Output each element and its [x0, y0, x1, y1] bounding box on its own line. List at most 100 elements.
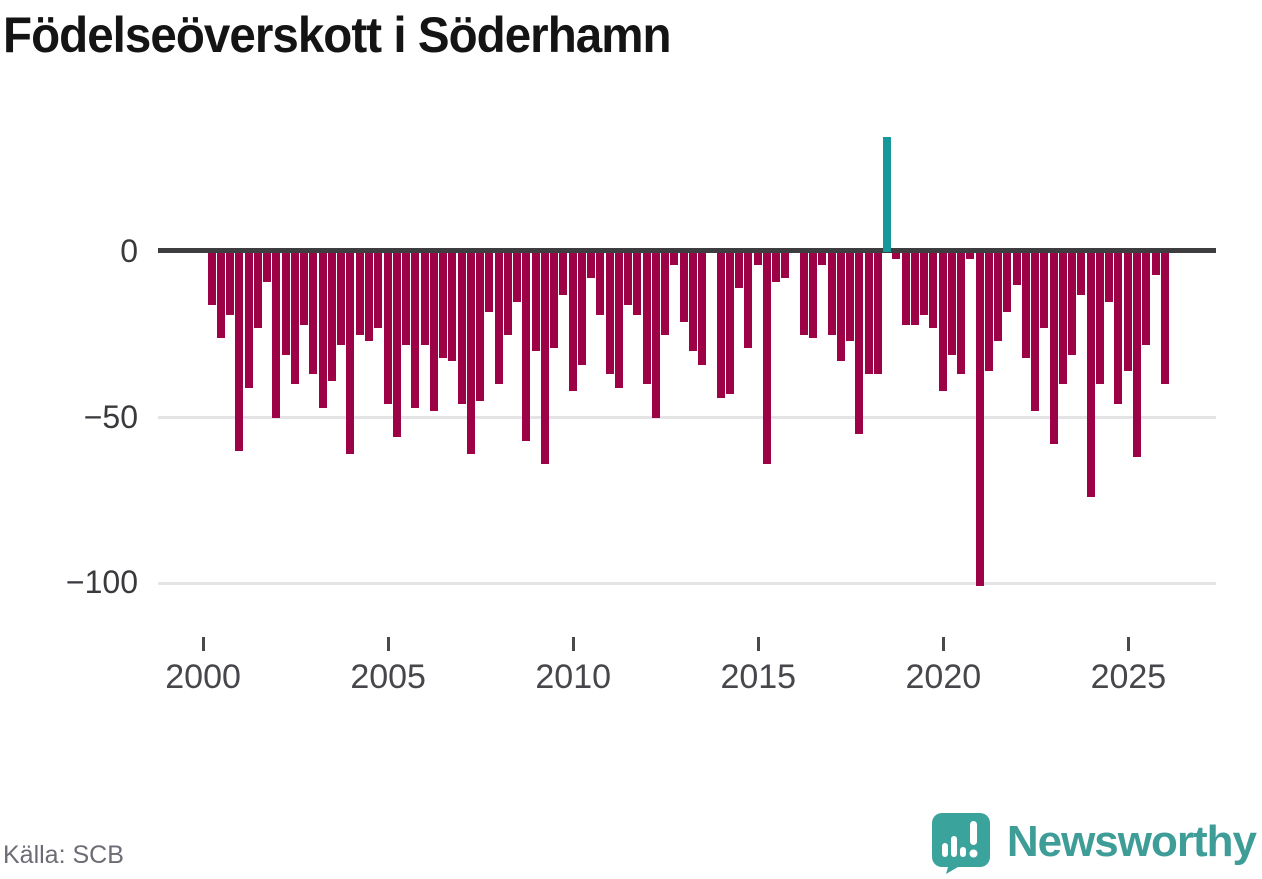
bar-2018Q2 [883, 137, 892, 252]
bar-2015Q2 [772, 250, 781, 282]
bar-2023Q4 [1086, 250, 1095, 497]
bar-2010Q1 [577, 250, 586, 365]
bar-2015Q3 [781, 250, 790, 279]
x-axis-tick-2025 [1126, 637, 1130, 651]
bar-2001Q4 [272, 250, 281, 418]
bar-2019Q4 [938, 250, 947, 392]
bar-2005Q2 [402, 250, 410, 345]
bar-2006Q3 [448, 250, 457, 362]
bar-2012Q3 [670, 250, 679, 266]
bar-2000Q1 [207, 250, 216, 305]
bar-2004Q1 [355, 250, 364, 335]
bar-2015Q1 [762, 250, 771, 464]
bar-2024Q4 [1123, 250, 1132, 372]
bar-2004Q2 [365, 250, 373, 342]
bar-2018Q4 [901, 250, 910, 325]
x-axis-tick-2000 [201, 637, 205, 651]
bar-2008Q3 [522, 250, 531, 441]
zero-axis-line [158, 248, 1216, 253]
bar-2006Q4 [457, 250, 466, 405]
bar-2005Q4 [420, 250, 429, 345]
bar-2011Q3 [633, 250, 642, 315]
bar-2007Q4 [494, 250, 503, 385]
x-axis-label-2020: 2020 [905, 658, 982, 696]
bar-2003Q3 [337, 250, 346, 345]
bar-2007Q3 [485, 250, 494, 312]
x-axis-tick-2015 [756, 637, 760, 651]
x-axis-label-2010: 2010 [535, 658, 612, 696]
bar-2009Q4 [568, 250, 577, 392]
bar-2018Q3 [892, 250, 901, 259]
x-axis-tick-2005 [386, 637, 390, 651]
newsworthy-chart-bubble-icon [931, 813, 990, 874]
bar-2017Q2 [846, 250, 855, 342]
bar-2014Q4 [753, 250, 762, 266]
bar-2020Q1 [947, 250, 956, 355]
bar-2001Q2 [253, 250, 262, 329]
bar-2004Q4 [383, 250, 392, 405]
bar-2005Q3 [411, 250, 420, 408]
bar-2002Q1 [281, 250, 290, 355]
bar-2014Q3 [744, 250, 753, 348]
bar-2002Q3 [300, 250, 309, 325]
bar-2021Q3 [1003, 250, 1012, 312]
bar-2016Q4 [827, 250, 836, 335]
y-axis-label: −100 [65, 564, 138, 600]
bar-2013Q4 [716, 250, 725, 398]
bar-2025Q3 [1151, 250, 1160, 276]
bar-2020Q2 [957, 250, 966, 375]
bar-2009Q3 [559, 250, 568, 296]
y-axis-label: −50 [83, 398, 138, 435]
bar-2017Q1 [836, 250, 845, 362]
bar-2007Q2 [476, 250, 485, 401]
bar-2025Q2 [1142, 250, 1151, 345]
gridline-y-100 [158, 581, 1216, 585]
bar-2024Q1 [1095, 250, 1104, 385]
bar-2001Q1 [244, 250, 253, 388]
bar-2009Q2 [550, 250, 559, 348]
bar-2024Q2 [1105, 250, 1114, 302]
bar-2005Q1 [392, 250, 401, 438]
bar-2011Q1 [614, 250, 623, 388]
x-axis-label-2000: 2000 [165, 658, 241, 696]
y-axis-label: 0 [120, 233, 138, 269]
bar-2000Q3 [226, 250, 235, 315]
bar-2022Q2 [1031, 250, 1040, 411]
bar-2007Q1 [466, 250, 475, 454]
bar-2003Q4 [346, 250, 355, 454]
bar-2003Q1 [318, 250, 327, 408]
bar-2006Q2 [439, 250, 448, 358]
bar-2002Q2 [290, 250, 299, 385]
bar-2013Q1 [688, 250, 697, 352]
bar-2020Q4 [975, 250, 984, 587]
bar-2012Q4 [679, 250, 688, 322]
bar-2002Q4 [309, 250, 318, 375]
bar-2008Q2 [513, 250, 522, 302]
bar-2010Q2 [587, 250, 596, 279]
newsworthy-logo-text: Newsworthy [1006, 817, 1257, 866]
bar-2016Q2 [809, 250, 818, 339]
bar-2018Q1 [873, 250, 882, 375]
bar-2023Q3 [1077, 250, 1086, 296]
bar-2000Q4 [235, 250, 244, 451]
bar-2012Q2 [661, 250, 670, 335]
source-label: Källa: SCB [3, 841, 124, 869]
bar-2023Q2 [1068, 250, 1077, 355]
bar-2024Q3 [1114, 250, 1123, 405]
bar-2016Q1 [799, 250, 808, 335]
x-axis-tick-2010 [571, 637, 575, 651]
bar-2000Q2 [216, 250, 225, 339]
bar-2021Q1 [984, 250, 993, 372]
bar-2014Q1 [725, 250, 734, 395]
bar-2020Q3 [966, 250, 975, 259]
bar-2003Q2 [327, 250, 336, 382]
bar-2008Q1 [503, 250, 512, 335]
bar-2017Q4 [864, 250, 873, 375]
bar-2006Q1 [429, 250, 438, 411]
bar-2021Q2 [994, 250, 1003, 342]
bar-2011Q4 [642, 250, 651, 385]
bar-2001Q3 [263, 250, 272, 282]
bar-2012Q1 [651, 250, 660, 418]
x-axis-label-2025: 2025 [1090, 658, 1167, 696]
